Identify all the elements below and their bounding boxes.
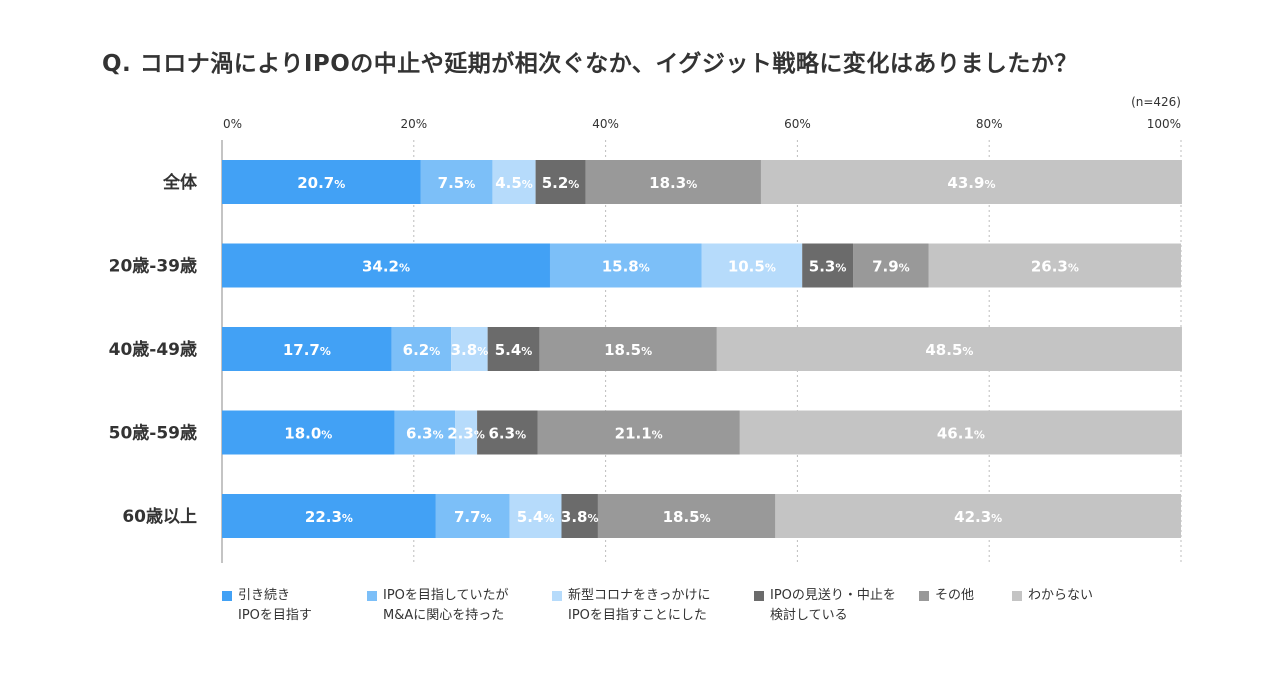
data-label-2-3: 5.4% (495, 341, 533, 359)
bar-segment-0-5 (760, 160, 1182, 204)
legend-item-0: 引き続き IPOを目指す (222, 586, 312, 626)
category-label-2: 40歳-49歳 (109, 339, 197, 360)
legend-swatch-4 (919, 591, 929, 601)
x-tick-label-3: 60% (784, 117, 811, 131)
data-label-0-4: 18.3% (649, 174, 697, 192)
bar-segment-4-3 (561, 494, 598, 538)
bar-segment-1-0 (222, 243, 550, 288)
data-label-0-0: 20.7% (297, 174, 345, 192)
x-tick-label-1: 20% (400, 117, 427, 131)
bar-segment-4-0 (222, 494, 436, 538)
bar-segment-1-5 (928, 243, 1181, 288)
data-label-3-4: 21.1% (615, 425, 663, 443)
bar-segment-2-5 (716, 327, 1182, 371)
bar-segment-2-0 (222, 327, 392, 371)
legend-item-5: わからない (1012, 586, 1093, 606)
x-tick-label-4: 80% (976, 117, 1003, 131)
legend-swatch-3 (754, 591, 764, 601)
data-label-2-2: 3.8% (451, 341, 489, 359)
legend-label-5: わからない (1028, 588, 1094, 603)
bar-segment-1-2 (701, 243, 803, 288)
data-label-1-5: 26.3% (1031, 258, 1079, 276)
bar-segment-3-1 (394, 410, 456, 455)
category-label-1: 20歳-39歳 (109, 256, 197, 277)
data-label-2-5: 48.5% (925, 341, 973, 359)
bar-segment-4-2 (509, 494, 562, 538)
legend-swatch-2 (552, 591, 562, 601)
chart-title: Q. コロナ渦によりIPOの中止や延期が相次ぐなか、イグジット戦略に変化はありま… (102, 51, 1078, 77)
bar-segment-2-2 (451, 327, 488, 371)
data-label-1-1: 15.8% (602, 258, 650, 276)
data-label-3-5: 46.1% (937, 425, 985, 443)
data-label-3-3: 6.3% (488, 425, 526, 443)
data-label-1-0: 34.2% (362, 258, 410, 276)
bar-segment-4-5 (775, 494, 1181, 538)
legend-label-3: IPOの見送り・中止を 検討している (770, 588, 896, 623)
bars-layer (222, 160, 1182, 538)
bar-segment-2-4 (539, 327, 717, 371)
bar-segment-3-5 (739, 410, 1182, 455)
legend: 引き続き IPOを目指す IPOを目指していたが M&Aに関心を持った 新型コロナを… (222, 586, 1202, 636)
data-label-3-0: 18.0% (284, 425, 332, 443)
data-label-4-5: 42.3% (954, 508, 1002, 526)
bar-segment-3-3 (477, 410, 538, 455)
data-label-4-0: 22.3% (305, 508, 353, 526)
legend-label-0: 引き続き IPOを目指す (238, 588, 312, 623)
sample-size-note: (n=426) (1131, 95, 1181, 109)
category-label-3: 50歳-59歳 (109, 423, 197, 444)
data-label-0-3: 5.2% (542, 174, 580, 192)
legend-item-4: その他 (919, 586, 974, 606)
bar-segment-3-0 (222, 410, 395, 455)
legend-label-1: IPOを目指していたが M&Aに関心を持った (383, 588, 509, 623)
data-label-4-2: 5.4% (517, 508, 555, 526)
legend-swatch-1 (367, 591, 377, 601)
x-tick-label-2: 40% (592, 117, 619, 131)
legend-item-3: IPOの見送り・中止を 検討している (754, 586, 896, 626)
data-label-3-2: 2.3% (447, 425, 485, 443)
labels-layer: 0% 20% 40% 60% 80% 100% 全体 20.7% 7.5% 4.5% 5.2% 18.… (109, 117, 1181, 527)
bar-segment-0-1 (420, 160, 493, 204)
x-tick-label-0: 0% (223, 117, 242, 131)
bar-segment-3-4 (537, 410, 740, 455)
bar-segment-0-0 (222, 160, 421, 204)
bar-segment-0-3 (535, 160, 586, 204)
data-label-4-1: 7.7% (454, 508, 492, 526)
data-label-2-4: 18.5% (604, 341, 652, 359)
x-tick-label-5: 100% (1147, 117, 1181, 131)
category-label-0: 全体 (162, 172, 198, 193)
bar-segment-0-4 (585, 160, 761, 204)
legend-label-2: 新型コロナをきっかけに IPOを目指すことにした (568, 588, 711, 623)
data-label-2-1: 6.2% (403, 341, 441, 359)
data-label-1-4: 7.9% (872, 258, 910, 276)
legend-swatch-0 (222, 591, 232, 601)
category-label-4: 60歳以上 (122, 506, 197, 527)
bar-segment-1-1 (549, 243, 702, 288)
bar-segment-4-1 (435, 494, 510, 538)
data-label-0-2: 4.5% (495, 174, 533, 192)
legend-item-2: 新型コロナをきっかけに IPOを目指すことにした (552, 586, 710, 626)
bar-segment-0-2 (492, 160, 536, 204)
bar-segment-1-4 (853, 243, 929, 288)
data-label-3-1: 6.3% (406, 425, 444, 443)
bar-segment-2-3 (487, 327, 540, 371)
data-label-0-1: 7.5% (438, 174, 476, 192)
bar-segment-4-4 (597, 494, 776, 538)
bar-segment-3-2 (455, 410, 478, 455)
data-label-1-2: 10.5% (728, 258, 776, 276)
data-label-1-3: 5.3% (809, 258, 847, 276)
data-label-0-5: 43.9% (947, 174, 995, 192)
legend-item-1: IPOを目指していたが M&Aに関心を持った (367, 586, 509, 626)
bar-segment-1-3 (802, 243, 854, 288)
legend-label-4: その他 (935, 588, 975, 603)
data-label-4-4: 18.5% (663, 508, 711, 526)
legend-swatch-5 (1012, 591, 1022, 601)
data-label-2-0: 17.7% (283, 341, 331, 359)
bar-segment-2-1 (391, 327, 452, 371)
data-label-4-3: 3.8% (561, 508, 599, 526)
